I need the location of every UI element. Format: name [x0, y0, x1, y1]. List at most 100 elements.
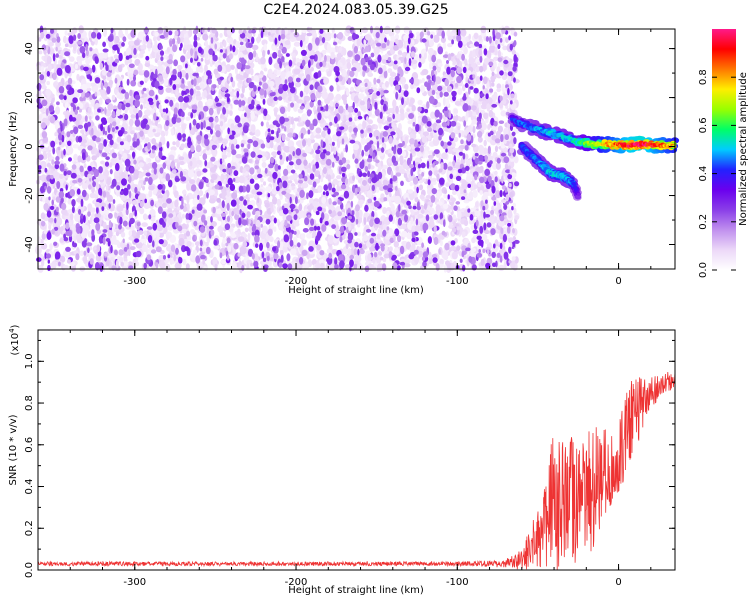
heatmap-cell: [90, 82, 97, 87]
heatmap-cell: [187, 170, 195, 178]
heatmap-cell: [373, 47, 380, 55]
heatmap-cell: [100, 160, 105, 165]
heatmap-cell: [221, 154, 228, 160]
heatmap-cell: [486, 50, 492, 58]
heatmap-cell: [342, 47, 347, 56]
heatmap-cell: [363, 234, 369, 242]
heatmap-cell: [312, 153, 316, 159]
heatmap-cell: [494, 46, 498, 56]
heatmap-cell: [350, 86, 355, 92]
heatmap-cell: [273, 69, 277, 75]
heatmap-cell: [441, 152, 448, 160]
heatmap-cell: [321, 49, 327, 55]
heatmap-cell: [442, 96, 446, 106]
heatmap-cell: [332, 220, 339, 225]
heatmap-cell: [422, 131, 430, 136]
heatmap-cell: [417, 117, 422, 125]
heatmap-cell: [465, 75, 469, 85]
heatmap-cell: [378, 251, 383, 256]
heatmap-cell: [172, 141, 176, 146]
heatmap-cell: [48, 224, 52, 231]
heatmap-cell: [263, 67, 268, 72]
heatmap-cell: [170, 128, 175, 136]
heatmap-cell: [166, 232, 170, 241]
heatmap-cell: [86, 87, 92, 92]
heatmap-cell: [392, 209, 396, 216]
heatmap-cell: [486, 103, 491, 112]
heatmap-cell: [223, 40, 227, 48]
figure-title: C2E4.2024.083.05.39.G25: [263, 2, 448, 18]
heatmap-cell: [72, 27, 78, 34]
heatmap-cell: [180, 143, 185, 148]
heatmap-cell: [452, 214, 457, 220]
heatmap-cell: [229, 110, 233, 116]
heatmap-cell: [268, 80, 275, 87]
heatmap-cell: [73, 153, 78, 161]
heatmap-cell: [83, 255, 88, 264]
heatmap-cell: [294, 82, 301, 88]
heatmap-cell: [372, 258, 376, 264]
heatmap-cell: [273, 226, 277, 232]
heatmap-cell: [115, 231, 120, 237]
heatmap-cell: [203, 89, 208, 98]
heatmap-cell: [143, 230, 148, 237]
heatmap-cell: [74, 213, 81, 222]
heatmap-cell: [287, 105, 291, 112]
heatmap-cell: [135, 126, 141, 131]
heatmap-cell: [356, 38, 362, 47]
heatmap-cell: [501, 83, 505, 92]
heatmap-cell: [251, 75, 255, 81]
heatmap-cell: [272, 196, 278, 205]
heatmap-cell: [270, 206, 274, 213]
heatmap-cell: [327, 174, 332, 182]
heatmap-cell: [443, 203, 449, 210]
heatmap-cell: [175, 89, 179, 96]
heatmap-cell: [431, 62, 437, 67]
heatmap-cell: [279, 158, 283, 166]
heatmap-cell: [397, 50, 403, 56]
heatmap-cell: [267, 68, 273, 78]
heatmap-cell: [465, 195, 469, 202]
heatmap-cell: [154, 40, 158, 48]
heatmap-cell: [461, 131, 465, 138]
heatmap-cell: [198, 190, 204, 197]
heatmap-cell: [361, 27, 368, 34]
heatmap-cell: [405, 145, 411, 151]
heatmap-cell: [183, 26, 187, 35]
heatmap-cell: [384, 25, 391, 34]
heatmap-cell: [511, 256, 516, 261]
heatmap-cell: [236, 74, 240, 80]
heatmap-cell: [358, 199, 365, 205]
heatmap-cell: [165, 87, 172, 93]
heatmap-cell: [53, 61, 57, 70]
heatmap-cell: [198, 197, 206, 206]
heatmap-cell: [260, 56, 266, 65]
heatmap-cell: [107, 103, 114, 111]
heatmap-cell: [393, 247, 400, 256]
heatmap-cell: [456, 210, 462, 220]
heatmap-cell: [336, 175, 342, 180]
heatmap-cell: [265, 186, 272, 193]
heatmap-cell: [314, 134, 322, 139]
heatmap-cell: [399, 108, 405, 115]
heatmap-cell: [471, 237, 476, 244]
heatmap-cell: [74, 63, 79, 70]
heatmap-cell: [271, 45, 277, 51]
heatmap-cell: [478, 35, 482, 41]
heatmap-cell: [494, 170, 498, 176]
heatmap-cell: [306, 168, 312, 173]
heatmap-cell: [271, 151, 278, 156]
heatmap-cell: [178, 237, 185, 247]
heatmap-cell: [38, 148, 42, 155]
heatmap-cell: [208, 198, 216, 204]
heatmap-cell: [231, 80, 236, 88]
heatmap-cell: [358, 93, 365, 100]
heatmap-cell: [409, 247, 413, 252]
heatmap-cell: [452, 170, 457, 176]
heatmap-cell: [266, 121, 270, 129]
heatmap-cell: [182, 189, 187, 195]
heatmap-cell: [195, 211, 201, 219]
heatmap-cell: [500, 110, 507, 117]
heatmap-cell: [85, 58, 91, 65]
heatmap-cell: [475, 66, 480, 73]
